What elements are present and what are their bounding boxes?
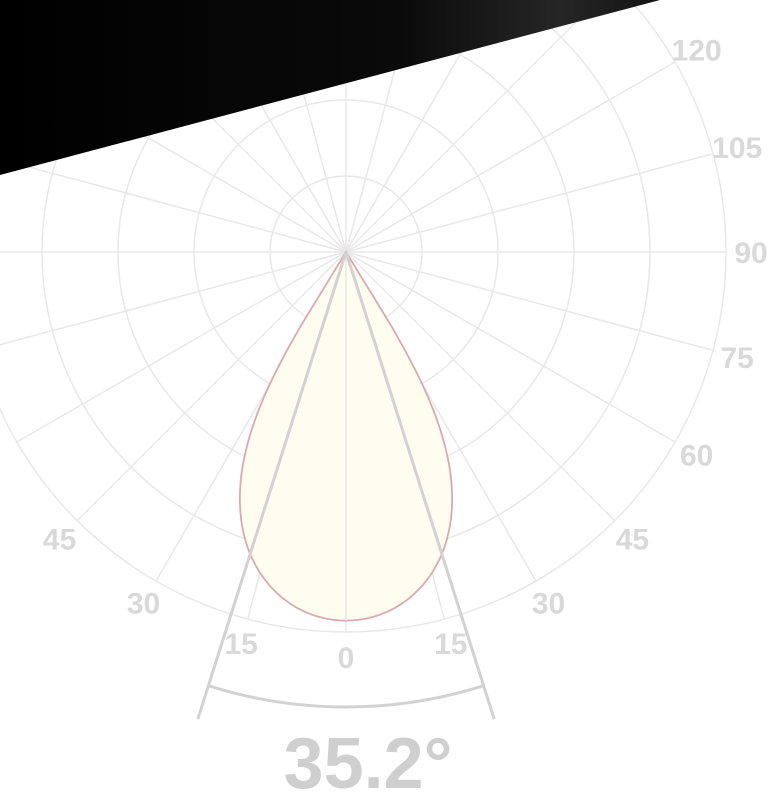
grid-spoke [345,152,714,253]
angle-tick-label: 45 [43,523,76,556]
grid-spoke [76,251,347,522]
angle-tick-label: 0 [338,642,355,675]
angle-tick-label: 105 [712,132,762,165]
angle-tick-labels: 0 15 15 30 30 45 45 60 75 90 105 120 [43,35,768,676]
grid-spoke [345,61,676,253]
grid-spoke [0,251,347,346]
grid-spoke [345,0,600,253]
angle-tick-label: 45 [616,523,649,556]
angle-tick-label: 75 [721,342,754,375]
angle-tick-label: 15 [434,628,467,661]
grid-spoke [345,251,616,522]
beam-edge-right [344,251,496,720]
angle-tick-label: 30 [532,588,565,621]
angle-tick-label: 60 [680,440,713,473]
photo-header-band [0,0,660,175]
intensity-distribution [239,250,453,622]
beam-edge-left [196,251,348,720]
angle-tick-label: 120 [672,35,722,68]
grid-spoke [345,251,676,443]
beam-angle-value: 35.2° [284,724,453,804]
grid-spoke [0,158,347,253]
beam-angle-indicator: 35.2° [196,251,496,804]
grid-spoke [345,0,493,253]
angle-tick-label: 30 [127,588,160,621]
angle-tick-label: 15 [225,628,258,661]
angle-tick-label: 90 [734,237,767,270]
beam-angle-arc [207,684,485,709]
grid-spoke [345,251,714,352]
grid-spoke [16,251,347,443]
